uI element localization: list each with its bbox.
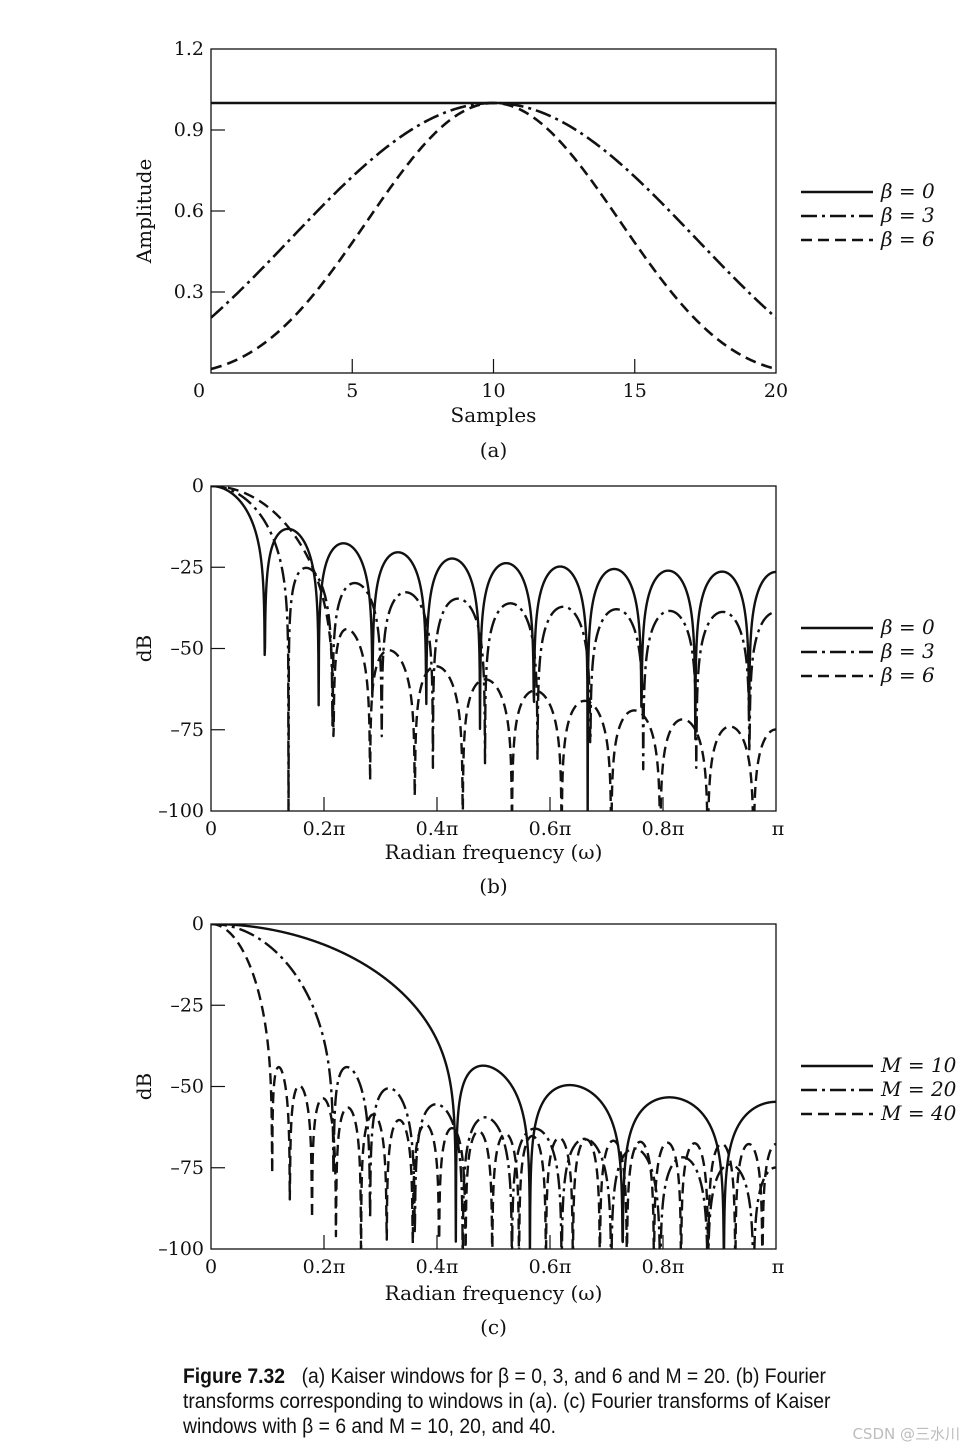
y-tick-label: –100	[158, 1238, 204, 1260]
series-line-dashed	[211, 924, 776, 1249]
y-tick-label: 0.9	[174, 119, 204, 141]
panel-label: (b)	[479, 874, 507, 898]
y-tick-label: –75	[170, 719, 204, 741]
watermark: CSDN @三水川	[852, 1425, 960, 1443]
y-axis-label: dB	[132, 635, 156, 663]
series-line-solid	[211, 924, 776, 1249]
figure-caption: Figure 7.32 (a) Kaiser windows for β = 0,…	[183, 1364, 855, 1439]
x-tick-label: 0	[205, 1256, 217, 1278]
legend: M = 10M = 20M = 40	[801, 1053, 957, 1125]
x-tick-label: 15	[623, 380, 647, 402]
x-tick-label: π	[772, 1256, 785, 1278]
plot-frame	[210, 48, 777, 374]
x-tick-label: 0.4π	[416, 1256, 459, 1278]
x-tick-label: 0	[193, 380, 205, 402]
x-axis-label: Radian frequency (ω)	[385, 1281, 603, 1305]
x-axis-label: Radian frequency (ω)	[385, 840, 603, 864]
series-line-dashdot	[211, 924, 776, 1249]
x-axis-label: Samples	[451, 403, 537, 427]
y-axis-label: dB	[132, 1073, 156, 1101]
x-tick-label: π	[772, 818, 785, 840]
series-line-dashdot	[211, 486, 776, 811]
plot-frame	[210, 485, 777, 812]
y-tick-label: –50	[170, 638, 204, 660]
legend-label: β = 0	[880, 615, 935, 639]
x-tick-label: 0.6π	[529, 818, 572, 840]
panel-label: (a)	[480, 438, 508, 462]
legend-label: M = 10	[880, 1053, 957, 1077]
plot-area	[211, 101, 776, 371]
figure-svg: 0.3 0.6 0.9 1.2 0 5 10 15 20 Samples Amplitude (a) β…	[132, 38, 957, 1339]
caption-label: Figure 7.32	[183, 1365, 286, 1388]
legend-label: M = 40	[880, 1101, 957, 1125]
y-axis-label: Amplitude	[132, 159, 156, 265]
legend-label: M = 20	[880, 1077, 957, 1101]
y-tick-label: 0	[192, 475, 204, 497]
x-tick-label: 0.8π	[642, 818, 685, 840]
plot-area	[211, 486, 776, 811]
y-tick-label: 1.2	[174, 38, 204, 60]
series-line-solid	[211, 486, 776, 811]
y-tick-label: –100	[158, 800, 204, 822]
y-tick-label: 0.3	[174, 281, 204, 303]
caption-text: (a) Kaiser windows for β = 0, 3, and 6 a…	[183, 1365, 831, 1438]
x-tick-label: 0.4π	[416, 818, 459, 840]
legend: β = 0β = 3β = 6	[801, 615, 935, 687]
panel-label: (c)	[480, 1315, 507, 1339]
x-tick-label: 0.2π	[303, 818, 346, 840]
series-line-dashdot	[211, 101, 776, 319]
legend: β = 0β = 3β = 6	[801, 179, 935, 251]
y-tick-label: –25	[170, 994, 204, 1016]
x-tick-label: 20	[764, 380, 788, 402]
x-tick-label: 0	[205, 818, 217, 840]
y-tick-label: 0.6	[174, 200, 204, 222]
y-tick-label: 0	[192, 913, 204, 935]
plot-area	[211, 924, 776, 1249]
series-line-dashed	[211, 486, 776, 811]
legend-label: β = 6	[880, 227, 935, 251]
series-line-dashed	[211, 101, 776, 371]
x-tick-label: 0.8π	[642, 1256, 685, 1278]
legend-label: β = 0	[880, 179, 935, 203]
y-tick-label: –25	[170, 556, 204, 578]
x-tick-label: 10	[481, 380, 505, 402]
chart-panel-a: 0.3 0.6 0.9 1.2 0 5 10 15 20 Samples Amplitude (a) β…	[132, 38, 935, 462]
y-tick-label: –75	[170, 1157, 204, 1179]
x-tick-label: 0.2π	[303, 1256, 346, 1278]
x-tick-label: 5	[346, 380, 358, 402]
legend-label: β = 3	[880, 203, 935, 227]
x-tick-label: 0.6π	[529, 1256, 572, 1278]
legend-label: β = 3	[880, 639, 935, 663]
legend-label: β = 6	[880, 663, 935, 687]
plot-frame	[210, 923, 777, 1250]
y-tick-label: –50	[170, 1076, 204, 1098]
